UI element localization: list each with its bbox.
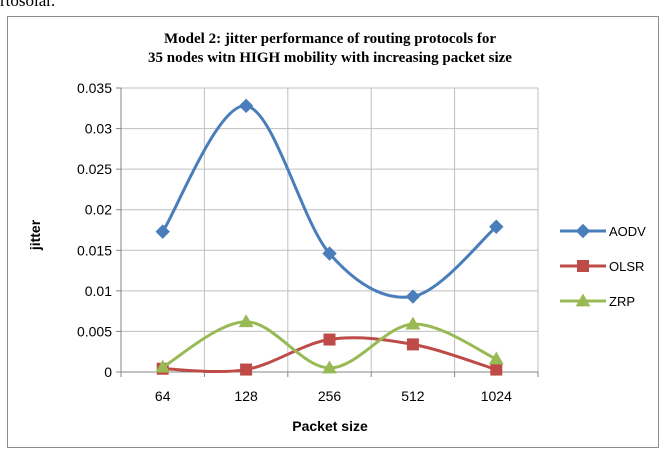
y-axis-title: jitter: [27, 219, 43, 251]
data-point-olsr: [323, 333, 336, 346]
series-aodv: [155, 98, 504, 304]
y-tick-label: 0.01: [85, 283, 112, 299]
data-point-zrp: [155, 359, 171, 373]
chart-title-line-1: Model 2: jitter performance of routing p…: [164, 31, 496, 47]
data-point-aodv: [489, 219, 504, 234]
x-tick-label: 128: [234, 388, 258, 404]
y-tick-label: 0: [104, 364, 112, 380]
x-tick-label: 1024: [481, 388, 512, 404]
data-point-aodv: [155, 224, 170, 239]
legend-marker-aodv: [575, 223, 591, 239]
data-point-olsr: [490, 363, 503, 376]
tick-labels: 0 0.005 0.01 0.015 0.02 0.025 0.03 0.035 64 128 25…: [77, 80, 512, 404]
legend-item-zrp: ZRP: [560, 293, 635, 309]
legend-label: OLSR: [609, 259, 644, 274]
y-tick-label: 0.035: [77, 80, 112, 96]
legend: AODV OLSR ZRP: [560, 223, 646, 309]
data-point-zrp: [238, 314, 254, 328]
series-zrp: [155, 314, 504, 374]
legend-label: AODV: [609, 224, 646, 239]
data-point-zrp: [488, 351, 504, 365]
x-tick-label: 256: [318, 388, 342, 404]
series-line-aodv: [161, 104, 498, 299]
x-tick-label: 64: [155, 388, 171, 404]
legend-label: ZRP: [609, 294, 635, 309]
y-tick-label: 0.005: [77, 323, 112, 339]
data-point-zrp: [322, 360, 337, 374]
data-point-zrp: [405, 316, 421, 330]
data-point-aodv: [238, 98, 254, 114]
x-tick-label: 512: [401, 388, 425, 404]
legend-item-olsr: OLSR: [560, 259, 644, 274]
data-point-aodv: [405, 289, 421, 304]
x-axis-title: Packet size: [292, 418, 368, 434]
data-point-aodv: [322, 246, 337, 261]
chart-title-line-2: 35 nodes witn HIGH mobility with increas…: [148, 50, 512, 66]
page-top-text: rtosolar.: [0, 0, 56, 10]
y-tick-label: 0.02: [85, 202, 112, 218]
legend-item-aodv: AODV: [560, 223, 646, 239]
y-tick-label: 0.025: [77, 161, 112, 177]
series-group: [155, 98, 504, 376]
data-point-olsr: [240, 363, 253, 376]
y-tick-label: 0.03: [85, 121, 112, 137]
legend-marker-zrp: [575, 293, 591, 307]
legend-marker-olsr: [577, 260, 589, 272]
data-point-olsr: [406, 338, 419, 351]
y-tick-label: 0.015: [77, 242, 112, 258]
